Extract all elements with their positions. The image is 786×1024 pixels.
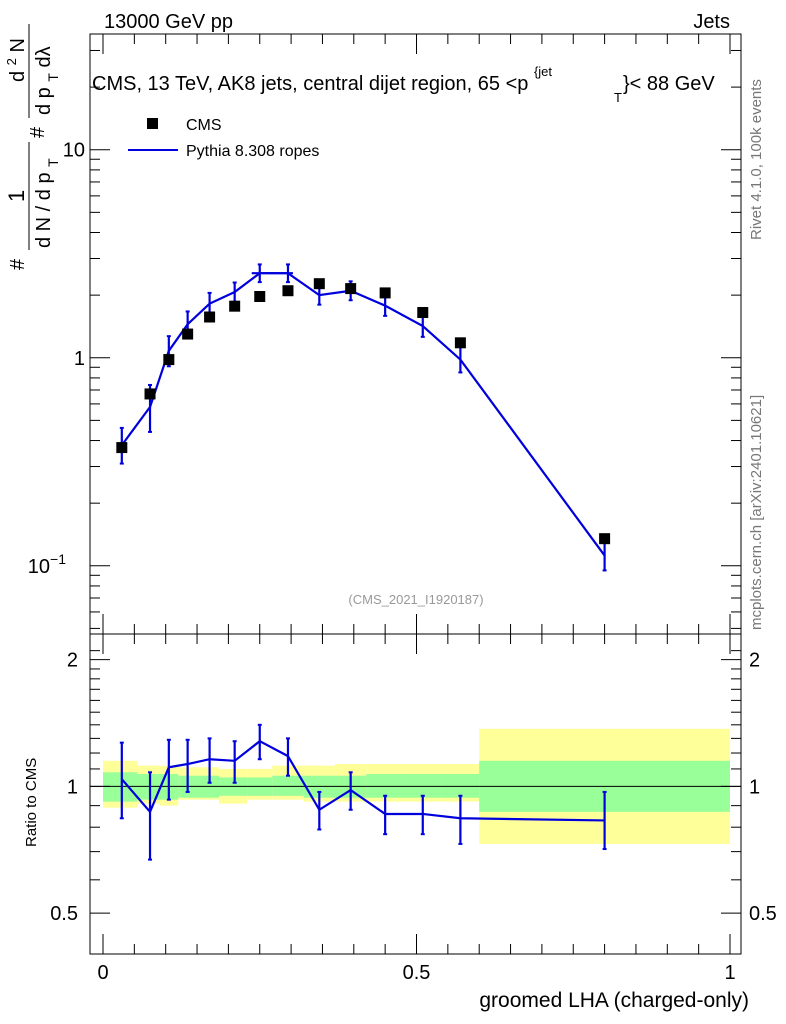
ratio-band-inner (115, 772, 138, 802)
ratio-ytick-label-left: 1 (67, 776, 78, 798)
legend-cms-label: CMS (186, 117, 222, 134)
cms-data-point (182, 328, 194, 340)
rivet-label: Rivet 4.1.0, 100k events (748, 79, 765, 240)
ylabel-dn-text: d N / d p (33, 172, 55, 248)
cms-data-point (379, 287, 391, 299)
legend-pythia-label: Pythia 8.308 ropes (186, 143, 319, 160)
ratio-ytick-label-right: 0.5 (749, 903, 777, 925)
chart-title: CMS, 13 TeV, AK8 jets, central dijet reg… (92, 64, 552, 95)
cms-data-point (417, 307, 429, 319)
ylabel-den-text: d p (33, 87, 55, 115)
ylabel-num-d: d (7, 71, 29, 82)
main-ytick-label-base: 10 (28, 556, 50, 578)
ratio-panel-axes: 0.5 0.5 1 1 2 2 0 0.5 1 (50, 634, 777, 984)
ratio-panel-frame (89, 633, 742, 955)
pythia-line (120, 272, 606, 557)
chart-title-sup: {jet (534, 64, 552, 79)
legend-cms-marker (147, 118, 158, 129)
ratio-panel-series (119, 723, 607, 861)
ylabel-den: d p T dλ (33, 46, 63, 115)
ratio-ytick-label-left: 2 (67, 650, 78, 672)
header-left: 13000 GeV pp (104, 11, 233, 33)
cms-data-point (345, 283, 357, 295)
x-tick-label: 1 (724, 962, 735, 984)
main-ytick-label: 10−1 (28, 551, 66, 578)
ratio-band-inner (272, 775, 304, 796)
x-axis-label: groomed LHA (charged-only) (479, 989, 749, 1012)
mcplots-label: mcplots.cern.ch [arXiv:2401.10621] (748, 395, 765, 630)
main-ytick-label-sup: −1 (50, 551, 66, 567)
header-right: Jets (693, 11, 730, 33)
ratio-band-inner (441, 773, 480, 798)
ylabel-dn-sub: T (45, 158, 61, 167)
main-ytick-label: 10 (63, 140, 85, 162)
cms-data-point (204, 311, 216, 323)
cms-data-point (454, 337, 466, 349)
main-panel-series (116, 263, 611, 572)
ratio-ytick-label-right: 2 (749, 650, 760, 672)
chart-title-sub: T (614, 90, 622, 105)
chart-title-tail: }< 88 GeV (623, 73, 715, 95)
main-ytick-label: 1 (74, 348, 85, 370)
ratio-ytick-label-right: 1 (749, 776, 760, 798)
x-tick-label: 0 (97, 962, 108, 984)
ylabel-den-sub: T (45, 73, 61, 82)
analysis-watermark: (CMS_2021_I1920187) (348, 592, 483, 607)
cms-data-point (116, 442, 128, 454)
ylabel-den-tail: dλ (33, 46, 55, 67)
cms-data-point (599, 533, 611, 545)
cms-data-point (313, 278, 325, 290)
cms-data-point (229, 300, 241, 312)
ylabel-num: d 2 N (0, 38, 29, 82)
cms-data-point (282, 285, 294, 297)
ratio-band-inner (403, 773, 442, 798)
cms-data-point (163, 354, 175, 366)
ylabel-dn: d N / d p T (33, 158, 61, 248)
chart-title-main: CMS, 13 TeV, AK8 jets, central dijet reg… (92, 73, 528, 95)
ratio-ylabel: Ratio to CMS (23, 758, 40, 847)
ratio-ytick-label-left: 0.5 (50, 903, 78, 925)
ylabel-one: 1 (4, 190, 29, 202)
cms-data-point (254, 290, 266, 302)
ylabel-num-sup: 2 (4, 58, 19, 65)
ratio-band-inner (366, 773, 404, 798)
ylabel-hash-2: # (27, 126, 49, 138)
x-tick-label: 0.5 (403, 962, 431, 984)
legend: CMS Pythia 8.308 ropes (128, 117, 319, 160)
ratio-band-inner (103, 772, 116, 802)
cms-data-point (144, 388, 156, 400)
main-ylabel: # 1 d N / d p T # d 2 N d p T dλ (0, 24, 63, 270)
ylabel-hash-1: # (7, 258, 29, 270)
ylabel-num-tail: N (7, 38, 29, 52)
ratio-line (120, 739, 605, 822)
